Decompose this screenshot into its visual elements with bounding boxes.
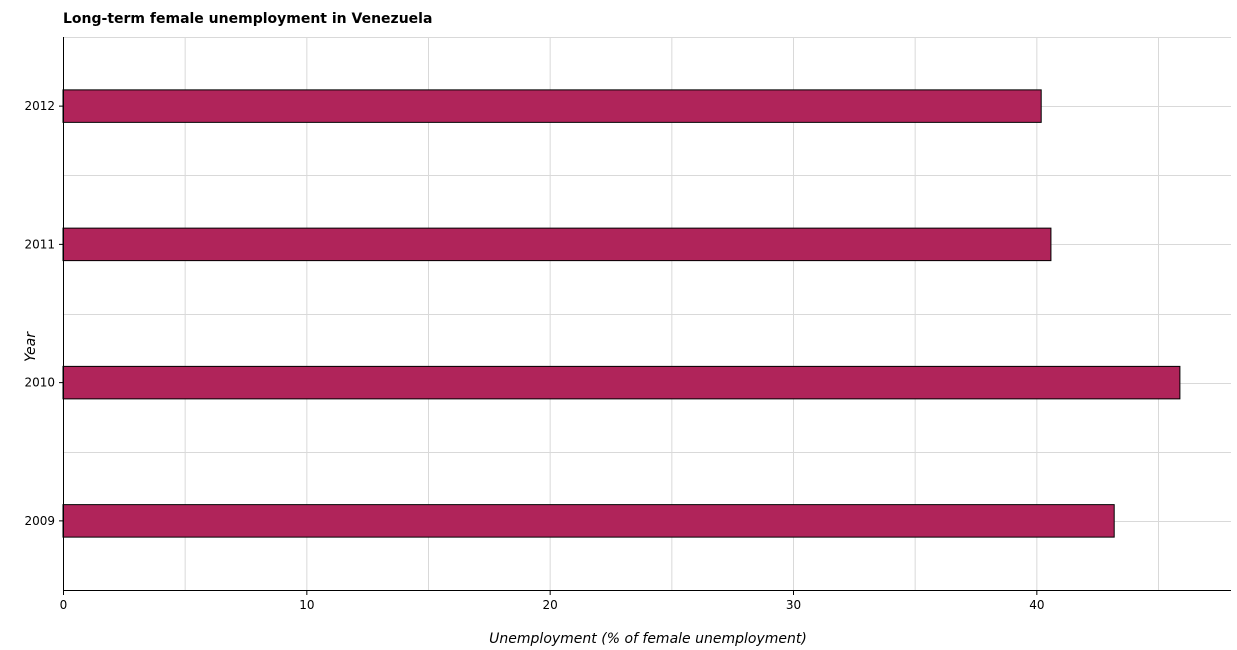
y-tick-label: 2011 — [24, 237, 55, 251]
axes: 2009 2010 2011 2012 0 10 20 30 40 — [24, 37, 1231, 612]
x-tick-label: 0 — [60, 598, 68, 612]
y-tick-label: 2009 — [24, 514, 55, 528]
x-axis-label: Unemployment (% of female unemployment) — [489, 631, 807, 647]
y-tick-label: 2012 — [24, 99, 55, 113]
y-axis-label: Year — [23, 331, 39, 362]
bar-2010 — [62, 365, 1181, 400]
bar-2011 — [62, 227, 1052, 262]
x-tick-label: 40 — [1029, 598, 1044, 612]
bar-2009 — [62, 504, 1115, 538]
y-tick-label: 2010 — [24, 376, 55, 390]
x-tick-label: 10 — [299, 598, 314, 612]
bars — [62, 89, 1181, 538]
chart-title: Long-term female unemployment in Venezue… — [63, 11, 432, 27]
x-tick-label: 30 — [786, 598, 801, 612]
bar-2012 — [62, 89, 1042, 123]
x-tick-label: 20 — [543, 598, 558, 612]
